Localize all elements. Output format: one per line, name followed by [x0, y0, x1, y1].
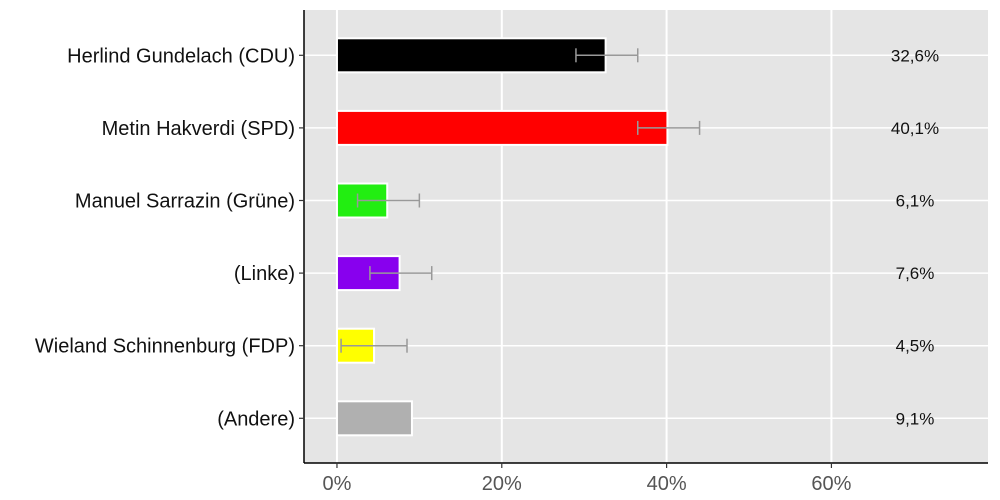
value-label: 40,1% — [891, 119, 939, 138]
x-tick-label: 60% — [811, 473, 851, 495]
error-bar-5 — [340, 338, 408, 353]
category-label: Herlind Gundelach (CDU) — [67, 45, 295, 67]
x-tick-label: 0% — [323, 473, 352, 495]
value-label: 9,1% — [896, 409, 935, 428]
bar-6 — [335, 400, 413, 437]
value-label: 6,1% — [896, 192, 935, 211]
category-label: (Andere) — [217, 408, 295, 430]
category-label: Manuel Sarrazin (Grüne) — [75, 191, 295, 213]
bar-1 — [335, 37, 607, 74]
plot-area — [304, 10, 988, 463]
x-tick-label: 40% — [647, 473, 687, 495]
bar-2 — [335, 109, 669, 146]
category-label: (Linke) — [234, 263, 295, 285]
value-label: 4,5% — [896, 337, 935, 356]
error-bar-3 — [356, 193, 421, 208]
value-label: 32,6% — [891, 46, 939, 65]
error-bar-2 — [637, 120, 701, 135]
error-bar-4 — [369, 266, 433, 281]
category-label: Wieland Schinnenburg (FDP) — [35, 336, 295, 358]
error-bar-1 — [575, 48, 639, 63]
category-label: Metin Hakverdi (SPD) — [102, 118, 295, 140]
value-label: 7,6% — [896, 264, 935, 283]
x-tick-label: 20% — [482, 473, 522, 495]
